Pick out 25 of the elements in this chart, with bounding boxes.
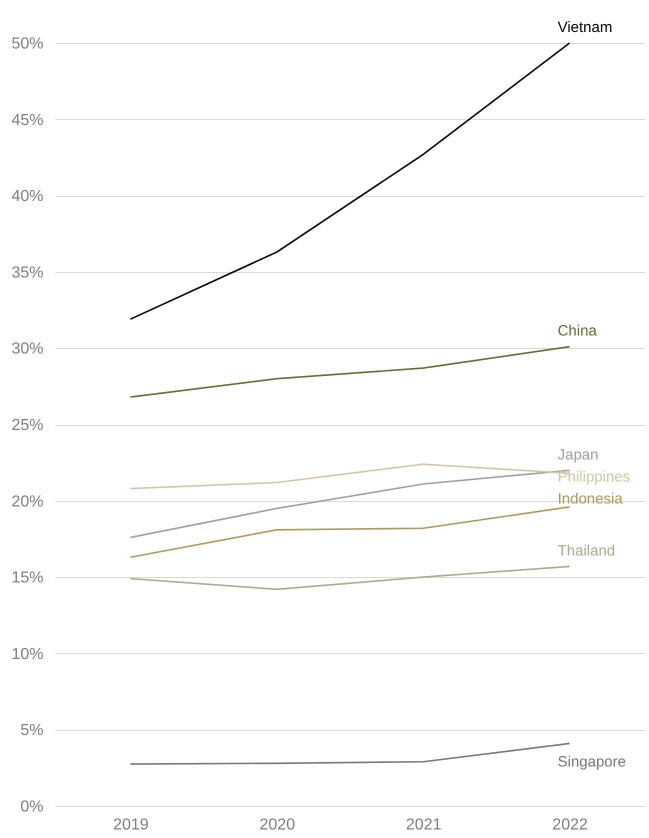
y-tick-label: 50% [11,36,44,52]
y-tick-label: 40% [11,188,44,206]
series-label: Philippines [558,468,630,486]
x-tick-label: 2022 [552,816,588,834]
line-series [130,566,570,590]
series-label: China [558,322,598,340]
y-tick-label: 10% [11,646,44,663]
series-label: Indonesia [558,490,624,508]
series-label: Japan [558,446,598,464]
y-tick-label: 5% [20,722,44,740]
y-tick-label: 20% [11,493,44,510]
y-tick-label: 0% [20,798,44,816]
series-label: Vietnam [558,19,612,36]
x-tick-label: 2020 [260,816,296,834]
x-tick-label: 2019 [113,816,149,834]
line-series [130,346,570,398]
series-label: Singapore [558,753,626,770]
y-tick-label: 25% [11,417,44,434]
y-tick-label: 45% [11,112,44,129]
y-tick-label: 35% [11,264,44,282]
x-tick-label: 2021 [406,816,442,834]
series-label: Thailand [558,542,616,560]
line-series [130,42,570,320]
y-tick-label: 15% [11,570,44,587]
y-tick-label: 30% [11,340,44,358]
